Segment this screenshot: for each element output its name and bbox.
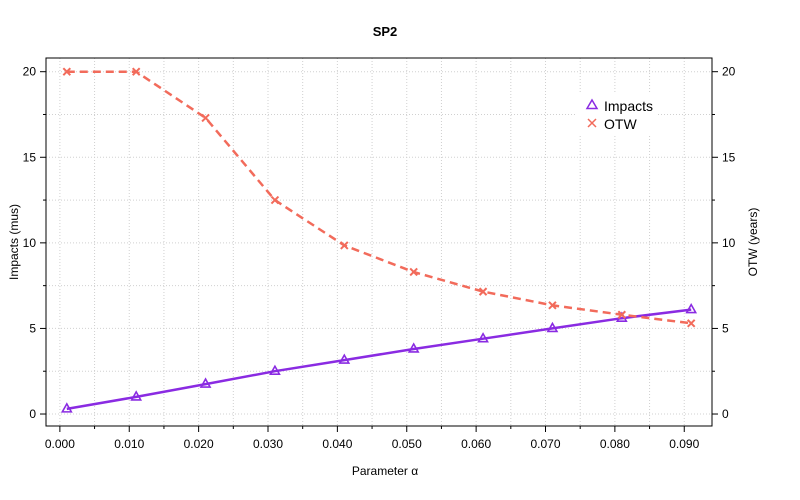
data-point-impacts (685, 302, 698, 314)
data-point-stroke (131, 67, 141, 76)
data-point-otw (131, 67, 141, 76)
y-left-tick-label: 0 (29, 407, 36, 421)
legend-otw-label: OTW (604, 116, 637, 132)
data-point-stroke (340, 241, 349, 250)
y-left-tick-label: 5 (29, 321, 36, 335)
y-right-tick-label: 15 (722, 150, 736, 164)
y-left-tick-label: 15 (23, 150, 37, 164)
x-tick-label: 0.080 (600, 437, 630, 451)
data-point-impacts (407, 342, 420, 353)
data-point-impacts (477, 332, 489, 343)
data-point-stroke (201, 113, 210, 123)
legend-otw-marker-icon (587, 118, 597, 128)
x-tick-label: 0.000 (45, 437, 75, 451)
data-point-impacts (60, 402, 73, 413)
data-point-stroke (548, 301, 557, 310)
legend-box (576, 94, 658, 136)
x-tick-label: 0.040 (322, 437, 352, 451)
grid (46, 58, 712, 426)
data-point-impacts (546, 321, 559, 333)
x-tick-label: 0.020 (184, 437, 214, 451)
series-line-impacts (66, 308, 692, 411)
data-point-otw (548, 301, 557, 310)
axes: 0.000 0.010 0.020 0.030 0.040 0.050 0.060 0.070… (23, 65, 736, 451)
chart-title: SP2 (373, 24, 398, 39)
data-point-otw (270, 195, 280, 205)
data-point-otw (686, 319, 696, 328)
data-point-otw (478, 287, 488, 296)
y-right-tick-label: 0 (722, 407, 729, 421)
y-axis-left-title: Impacts (mus) (7, 204, 21, 280)
x-tick-label: 0.090 (669, 437, 699, 451)
x-tick-label: 0.010 (114, 437, 144, 451)
series-line-otw (66, 70, 692, 325)
y-left-tick-label: 10 (23, 236, 37, 250)
x-tick-label: 0.070 (530, 437, 560, 451)
data-point-otw (617, 310, 627, 319)
legend-impacts-marker-icon (585, 98, 599, 110)
y-right-tick-label: 5 (722, 321, 729, 335)
data-point-otw (409, 267, 418, 277)
x-tick-label: 0.060 (461, 437, 491, 451)
y-right-tick-label: 10 (722, 236, 736, 250)
data-point-stroke (270, 195, 280, 205)
data-point-otw (201, 113, 210, 123)
data-point-impacts (130, 390, 143, 401)
series (60, 67, 698, 413)
y-right-tick-label: 20 (722, 65, 736, 79)
plot-frame (45, 57, 713, 427)
legend-impacts-label: Impacts (604, 98, 653, 114)
data-point-stroke (409, 267, 418, 277)
data-point-stroke (478, 287, 488, 296)
x-axis-title: Parameter α (352, 464, 418, 478)
data-point-otw (340, 241, 349, 250)
data-point-stroke (62, 67, 72, 76)
data-point-impacts (199, 377, 212, 388)
x-tick-label: 0.050 (392, 437, 422, 451)
data-point-otw (62, 67, 72, 76)
data-point-stroke (686, 319, 696, 328)
x-tick-label: 0.030 (253, 437, 283, 451)
legend: Impacts OTW (576, 94, 658, 136)
data-point-stroke (617, 310, 627, 319)
y-axis-right-title: OTW (years) (746, 208, 760, 277)
y-left-tick-label: 20 (23, 65, 37, 79)
data-point-impacts (338, 353, 351, 364)
data-point-impacts (269, 364, 281, 376)
